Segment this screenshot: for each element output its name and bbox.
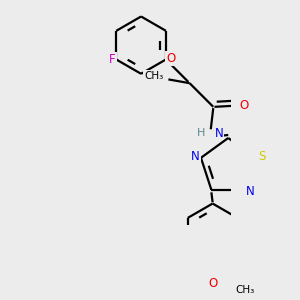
Text: N: N (246, 184, 255, 198)
Text: N: N (214, 127, 223, 140)
Text: N: N (191, 150, 200, 163)
Text: S: S (258, 150, 266, 163)
Text: CH₃: CH₃ (144, 71, 164, 81)
Text: O: O (239, 99, 248, 112)
Text: CH₃: CH₃ (235, 284, 254, 295)
Text: O: O (208, 277, 217, 290)
Text: F: F (109, 53, 116, 66)
Text: H: H (197, 128, 206, 138)
Text: O: O (166, 52, 176, 65)
